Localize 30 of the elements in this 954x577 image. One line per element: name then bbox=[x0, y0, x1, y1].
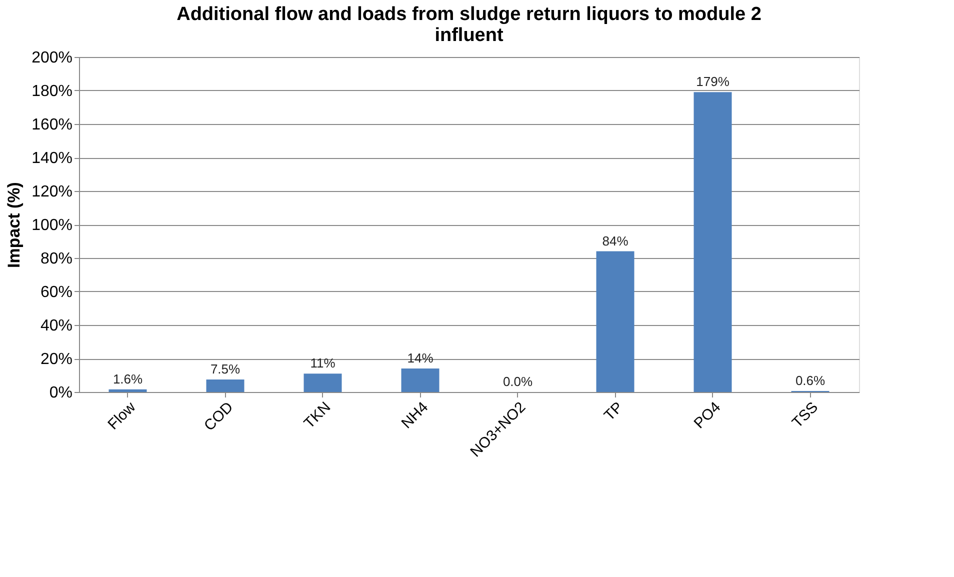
y-tick-label: 140% bbox=[32, 150, 72, 167]
data-label: 0.0% bbox=[502, 374, 533, 389]
data-label: 7.5% bbox=[210, 361, 240, 376]
bar bbox=[694, 92, 732, 392]
data-label: 84% bbox=[602, 233, 629, 248]
x-tick-label: TKN bbox=[300, 398, 334, 432]
y-tick-label: 180% bbox=[32, 83, 72, 100]
data-label: 1.6% bbox=[112, 371, 143, 386]
y-tick-label: 20% bbox=[40, 351, 72, 368]
data-label: 0.6% bbox=[795, 372, 826, 388]
y-tick-label: 160% bbox=[32, 116, 72, 134]
data-label: 14% bbox=[407, 350, 434, 366]
y-tick-label: 120% bbox=[32, 184, 72, 200]
data-label: 179% bbox=[696, 74, 730, 90]
y-tick-label: 60% bbox=[40, 284, 72, 301]
bar bbox=[108, 389, 147, 392]
y-tick-label: 80% bbox=[40, 250, 72, 268]
bar bbox=[596, 251, 634, 392]
y-axis-title: Impact (%) bbox=[4, 182, 24, 268]
y-tick-label: 100% bbox=[32, 217, 72, 234]
y-tick-label: 40% bbox=[40, 318, 72, 334]
bar bbox=[206, 379, 244, 392]
chart-title: Additional flow and loads from sludge return liquors to module 2 influent bbox=[176, 4, 762, 46]
x-tick-label: TP bbox=[600, 398, 627, 424]
bar bbox=[304, 374, 342, 392]
y-tick-label: 200% bbox=[32, 50, 72, 66]
data-label: 11% bbox=[310, 356, 336, 371]
bar bbox=[401, 368, 440, 392]
x-tick-label: TSS bbox=[788, 398, 822, 432]
y-tick-label: 0% bbox=[49, 384, 72, 402]
